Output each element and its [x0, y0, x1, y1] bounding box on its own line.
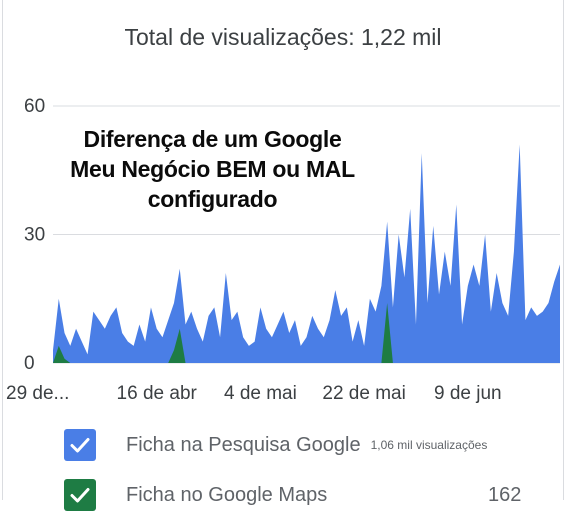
overlay-line-2: Meu Negócio BEM ou MAL [70, 156, 355, 182]
series-area-search [53, 144, 560, 363]
card-right-border [563, 0, 564, 500]
card-left-border [2, 0, 3, 500]
y-tick-label: 30 [24, 225, 45, 246]
legend-count-search: 1,06 mil visualizações [370, 438, 488, 452]
x-tick-label: 4 de mai [224, 383, 297, 404]
overlay-caption: Diferença de um Google Meu Negócio BEM o… [40, 124, 385, 214]
x-tick-label: 22 de mai [322, 383, 405, 404]
overlay-line-1: Diferença de um Google [83, 126, 342, 152]
x-tick-label: 29 de... [6, 383, 69, 404]
legend-item-maps[interactable]: Ficha no Google Maps 162 [64, 478, 521, 512]
x-tick-label: 9 de jun [434, 383, 502, 404]
legend-item-search[interactable]: Ficha na Pesquisa Google 1,06 mil visual… [64, 428, 487, 462]
total-views-title: Total de visualizações: 1,22 mil [124, 24, 442, 50]
check-icon [70, 438, 90, 453]
check-icon [70, 488, 90, 503]
legend-checkbox-maps[interactable] [64, 479, 96, 511]
legend-label-maps: Ficha no Google Maps [126, 483, 328, 506]
legend-label-search: Ficha na Pesquisa Google [126, 433, 361, 456]
legend-checkbox-search[interactable] [64, 429, 96, 461]
x-tick-label: 16 de abr [117, 383, 198, 404]
views-area-chart: 0 30 60 29 de... 16 de abr 4 de mai 22 de mai 9… [6, 96, 560, 404]
y-tick-label: 0 [24, 353, 35, 374]
series-area-maps [53, 303, 560, 363]
y-tick-label: 60 [24, 96, 45, 117]
legend-count-maps: 162 [488, 483, 522, 506]
overlay-line-3: configurado [147, 186, 278, 212]
